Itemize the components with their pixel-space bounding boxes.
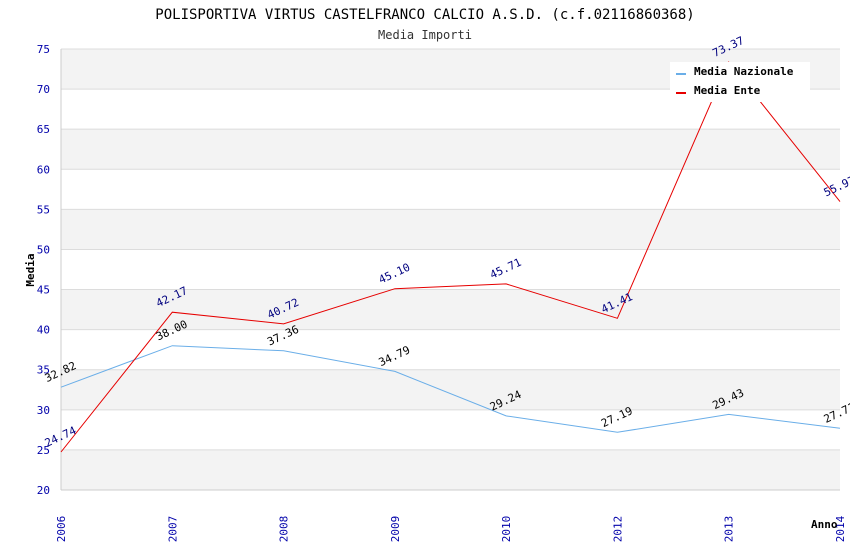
x-tick-label: 2014 bbox=[834, 515, 847, 542]
y-tick-label: 65 bbox=[37, 123, 50, 136]
y-tick-label: 45 bbox=[37, 284, 50, 297]
y-tick-label: 30 bbox=[37, 404, 50, 417]
grid-band bbox=[61, 129, 840, 170]
axes bbox=[60, 49, 840, 491]
x-tick-labels: 2006 2007 2008 2009 2010 2012 2013 2014 bbox=[55, 515, 847, 542]
y-tick-label: 60 bbox=[37, 163, 50, 176]
y-tick-labels: 20 25 30 35 40 45 50 55 60 65 70 75 bbox=[37, 43, 50, 497]
legend-entry-media-ente: Media Ente bbox=[694, 84, 761, 97]
grid-band bbox=[61, 289, 840, 330]
grid-lines bbox=[61, 48, 840, 491]
y-tick-label: 25 bbox=[37, 444, 50, 457]
chart-subtitle: Media Importi bbox=[378, 28, 472, 42]
chart-title: POLISPORTIVA VIRTUS CASTELFRANCO CALCIO … bbox=[155, 7, 694, 23]
x-tick-label: 2006 bbox=[55, 516, 68, 543]
grid-bands bbox=[61, 49, 840, 490]
y-tick-label: 50 bbox=[37, 243, 50, 256]
x-tick-label: 2007 bbox=[166, 516, 179, 543]
series-lines bbox=[60, 61, 841, 453]
series-line-media-ente bbox=[60, 61, 841, 453]
y-tick-label: 55 bbox=[37, 203, 50, 216]
x-tick-label: 2010 bbox=[500, 516, 513, 543]
y-tick-label: 20 bbox=[37, 484, 50, 497]
data-label: 34.79 bbox=[377, 343, 413, 369]
x-tick-label: 2013 bbox=[723, 516, 736, 543]
y-tick-label: 40 bbox=[37, 324, 50, 337]
grid-band bbox=[61, 209, 840, 250]
data-label: 45.71 bbox=[488, 256, 524, 282]
y-tick-label: 70 bbox=[37, 83, 50, 96]
legend-box bbox=[670, 62, 810, 102]
x-tick-label: 2008 bbox=[278, 516, 291, 543]
data-label: 45.10 bbox=[377, 261, 413, 287]
data-label: 55.97 bbox=[822, 174, 850, 200]
x-tick-label: 2009 bbox=[389, 516, 402, 543]
legend-entry-media-nazionale: Media Nazionale bbox=[694, 65, 794, 78]
x-axis-label: Anno bbox=[811, 518, 838, 531]
y-tick-label: 35 bbox=[37, 364, 50, 377]
legend: Media Nazionale Media Ente bbox=[670, 62, 810, 102]
grid-band bbox=[61, 449, 840, 490]
y-tick-label: 75 bbox=[37, 43, 50, 56]
grid-band bbox=[61, 369, 840, 410]
series-line-media-nazionale bbox=[60, 345, 841, 433]
x-tick-label: 2012 bbox=[611, 516, 624, 543]
y-axis-label: Media bbox=[24, 253, 37, 286]
